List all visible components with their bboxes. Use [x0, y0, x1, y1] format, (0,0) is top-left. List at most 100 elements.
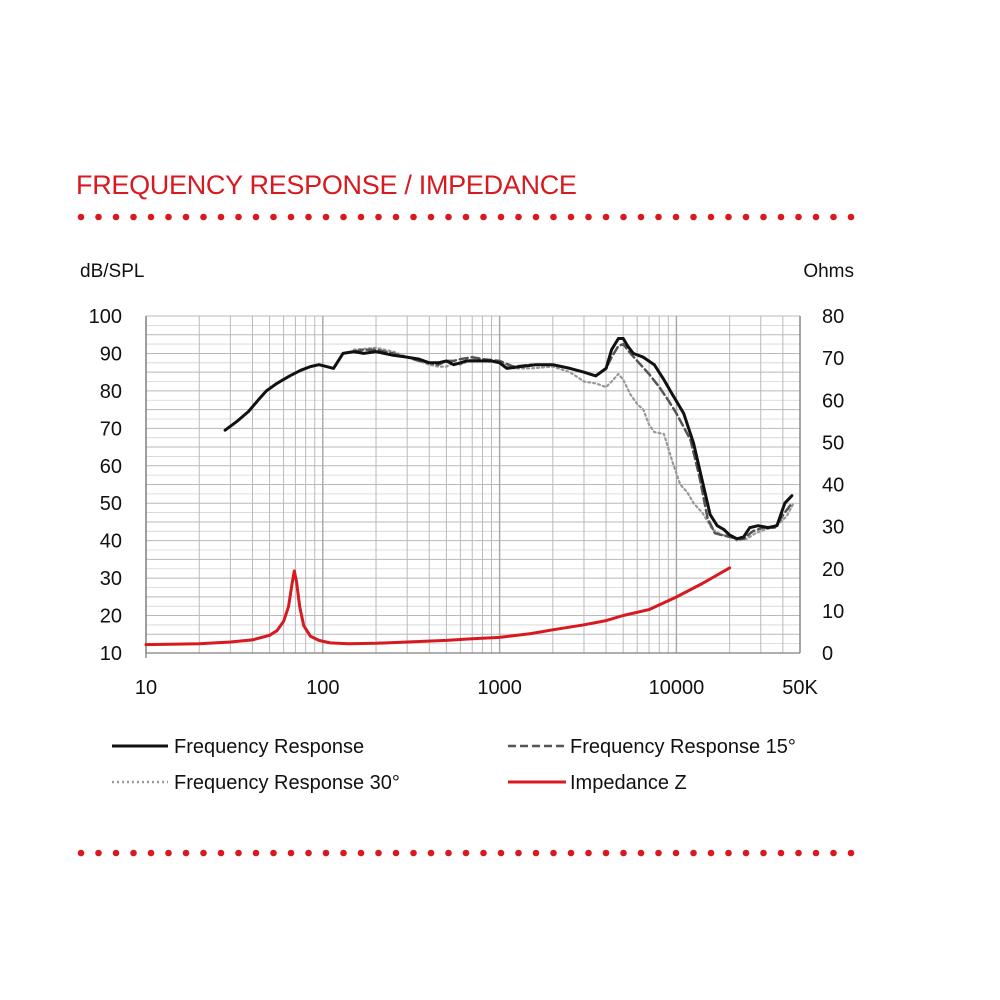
divider-dot	[77, 849, 85, 857]
divider-dot	[305, 849, 312, 857]
y-tick-label-left: 60	[100, 456, 122, 478]
y-tick-label-right: 0	[822, 643, 833, 665]
divider-dot	[690, 849, 697, 857]
divider-dot	[725, 849, 732, 857]
divider-dot	[200, 849, 207, 857]
x-tick-label: 10	[135, 677, 157, 699]
divider-dot	[77, 213, 85, 221]
y-tick-label-right: 60	[822, 390, 844, 412]
divider-dot	[742, 213, 750, 221]
divider-dot	[480, 849, 487, 857]
legend-item-impedance-z: Impedance Z	[508, 772, 687, 794]
divider-dot	[375, 849, 382, 857]
divider-dot	[375, 213, 382, 221]
divider-dot	[777, 213, 785, 221]
divider-dot	[707, 213, 715, 221]
y-tick-label-left: 80	[100, 381, 122, 403]
divider-dot	[515, 849, 522, 857]
divider-dot	[602, 213, 610, 221]
divider-dot	[830, 849, 837, 857]
divider-dot	[147, 849, 155, 857]
legend-item-frequency-response-15: Frequency Response 15°	[508, 736, 796, 758]
divider-dot	[497, 849, 505, 857]
divider-dot	[287, 849, 295, 857]
divider-dot	[130, 849, 137, 857]
divider-dot	[165, 213, 172, 221]
divider-dot	[392, 849, 400, 857]
divider-dot	[655, 849, 662, 857]
legend-item-frequency-response-30: Frequency Response 30°	[112, 772, 400, 794]
divider-dot	[550, 849, 557, 857]
series-line-impedance-z	[144, 566, 732, 647]
x-tick-label: 100	[306, 677, 339, 699]
divider-dot	[217, 849, 225, 857]
dotted-divider-bottom	[77, 849, 855, 857]
y-axis-title-right: Ohms	[803, 261, 854, 282]
y-tick-label-left: 40	[100, 531, 122, 553]
divider-dot	[567, 213, 575, 221]
y-tick-label-right: 20	[822, 559, 844, 581]
divider-dot	[95, 213, 102, 221]
divider-dot	[235, 213, 242, 221]
divider-dot	[270, 849, 277, 857]
y-tick-label-right: 50	[822, 432, 844, 454]
divider-dot	[515, 213, 522, 221]
legend-label-frequency-response-30: Frequency Response 30°	[174, 772, 400, 794]
chart-title: FREQUENCY RESPONSE / IMPEDANCE	[76, 170, 577, 200]
plot-area: 1009080706050403020108070605040302010010…	[89, 306, 845, 699]
y-tick-label-left: 90	[100, 343, 122, 365]
divider-dot	[567, 849, 575, 857]
x-tick-label: 1000	[477, 677, 522, 699]
divider-dot	[725, 213, 732, 221]
divider-dot	[655, 213, 662, 221]
divider-dot	[95, 849, 102, 857]
divider-dot	[427, 849, 435, 857]
divider-dot	[462, 213, 470, 221]
tick-labels: 1009080706050403020108070605040302010010…	[89, 306, 845, 699]
y-tick-label-left: 10	[100, 643, 122, 665]
divider-dot	[812, 849, 820, 857]
x-tick-label: 50K	[782, 677, 818, 699]
legend-label-frequency-response-15: Frequency Response 15°	[570, 736, 796, 758]
divider-dot	[585, 849, 592, 857]
y-tick-label-right: 80	[822, 306, 844, 328]
y-tick-label-left: 70	[100, 418, 122, 440]
divider-dot	[130, 213, 137, 221]
x-tick-label: 10000	[649, 677, 705, 699]
divider-dot	[252, 213, 260, 221]
divider-dot	[340, 213, 347, 221]
divider-dot	[410, 849, 417, 857]
divider-dot	[165, 849, 172, 857]
divider-dot	[637, 213, 645, 221]
divider-dot	[200, 213, 207, 221]
divider-dot	[830, 213, 837, 221]
divider-dot	[480, 213, 487, 221]
divider-dot	[427, 213, 435, 221]
y-tick-label-right: 70	[822, 348, 844, 370]
legend-item-frequency-response: Frequency Response	[112, 736, 364, 758]
divider-dot	[445, 213, 452, 221]
divider-dot	[585, 213, 592, 221]
divider-dot	[847, 849, 855, 857]
divider-dot	[235, 849, 242, 857]
divider-dot	[777, 849, 785, 857]
divider-dot	[672, 213, 680, 221]
divider-dot	[252, 849, 260, 857]
divider-dot	[690, 213, 697, 221]
y-tick-label-left: 20	[100, 606, 122, 628]
divider-dot	[532, 849, 540, 857]
y-axis-title-left: dB/SPL	[80, 261, 144, 282]
divider-dot	[287, 213, 295, 221]
divider-dot	[305, 213, 312, 221]
divider-dot	[795, 213, 802, 221]
dotted-divider-top	[77, 213, 855, 221]
legend-label-impedance-z: Impedance Z	[570, 772, 687, 794]
divider-dot	[795, 849, 802, 857]
divider-dot	[742, 849, 750, 857]
divider-dot	[532, 213, 540, 221]
divider-dot	[550, 213, 557, 221]
divider-dot	[812, 213, 820, 221]
divider-dot	[112, 213, 120, 221]
divider-dot	[357, 213, 365, 221]
